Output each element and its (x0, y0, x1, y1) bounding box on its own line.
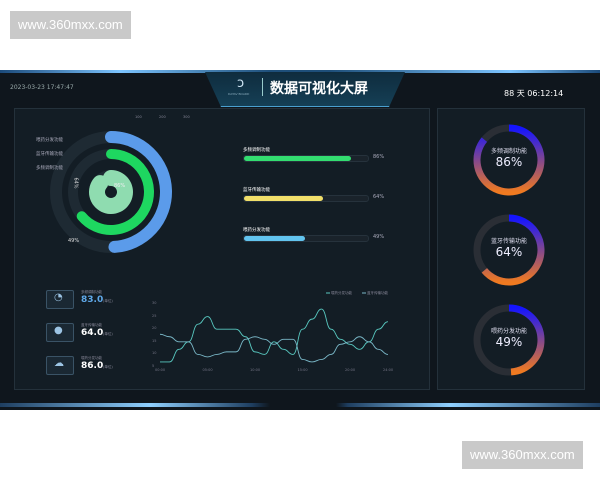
watermark: www.360mxx.com (462, 441, 583, 469)
x-tick-label: 24:00 (383, 368, 394, 372)
bar-value: 86% (373, 154, 385, 160)
datetime: 2023-03-23 17:47:47 (10, 84, 74, 91)
gauge-charts (473, 124, 545, 376)
radial-bar (76, 149, 154, 235)
card-icon-box (46, 323, 74, 342)
card-unit: (单位) (103, 299, 113, 303)
y-tick-label: 15 (152, 338, 157, 343)
uptime: 88 天 06:12:14 (504, 89, 564, 98)
watermark: www.360mxx.com (10, 11, 131, 39)
footer-glow (0, 403, 600, 407)
bar-fill (244, 236, 305, 241)
gauge-value: 86% (495, 155, 523, 169)
bar-value: 49% (373, 234, 385, 240)
y-tick-label: 5 (152, 364, 155, 368)
card-value: 64.0 (81, 328, 104, 338)
x-tick-label: 00:00 (155, 368, 166, 372)
logo-text: DATAV BOARD (228, 92, 250, 96)
right-panel (437, 108, 585, 390)
line-series (159, 308, 389, 363)
x-tick-label: 20:00 (345, 368, 356, 372)
radial-value-label: 64% (72, 177, 79, 189)
gauge-label: 蓝牙传输功能 (490, 238, 527, 245)
y-tick-label: 25 (152, 313, 157, 318)
card-label: 多频调制功能 (81, 290, 102, 294)
bar-track (243, 195, 369, 202)
gauge-arc (481, 214, 545, 286)
legend-item: 200 (159, 115, 166, 119)
header-glow (0, 70, 600, 73)
dashboard-screen: ↄ DATAV BOARD 数据可视化大屏 2023-03-23 17:47:4… (0, 70, 600, 410)
gauge-arc (473, 124, 545, 196)
radial-bar (105, 131, 172, 253)
card-icon-box (46, 356, 74, 375)
legend-label: 喂药分发功能 (331, 291, 352, 295)
gauge-value: 49% (495, 335, 523, 349)
radial-bar-chart (50, 131, 172, 253)
cloud-icon: ☁ (54, 358, 64, 369)
gauge-icon: ◔ (54, 292, 63, 303)
y-tick-label: 10 (152, 351, 157, 356)
card-label: 喂药分发功能 (81, 356, 102, 360)
legend-item: 100 (135, 115, 142, 119)
bar-label: 喂药分发功能 (243, 228, 270, 233)
legend-label: 蓝牙传输功能 (367, 291, 388, 295)
bar-track (243, 235, 369, 242)
line-series (159, 333, 389, 363)
radial-label: 蓝牙传输功能 (36, 152, 63, 157)
radial-value-label: 86% (114, 183, 126, 189)
logo-icon: ↄ (237, 76, 245, 91)
card-unit: (单位) (103, 365, 113, 369)
x-tick-label: 05:00 (202, 368, 213, 372)
bar-fill (244, 196, 324, 201)
card-icon-box (46, 290, 74, 309)
bar-label: 蓝牙传输功能 (243, 188, 270, 193)
page-title: 数据可视化大屏 (270, 81, 368, 97)
card-value: 83.0 (81, 295, 104, 305)
x-tick-label: 15:00 (297, 368, 308, 372)
card-unit: (单位) (103, 332, 113, 336)
bar-value: 64% (373, 194, 385, 200)
radial-bar (89, 170, 133, 214)
gauge-label: 喂药分发功能 (490, 328, 527, 335)
radial-label: 多频调制功能 (36, 166, 63, 171)
card-label: 蓝牙传输功能 (81, 323, 102, 327)
gauge-label: 多频调制功能 (490, 148, 527, 155)
radial-label: 喂药分发功能 (36, 138, 63, 143)
card-value: 86.0 (81, 361, 104, 371)
y-tick-label: 20 (152, 326, 157, 331)
gauge-value: 64% (495, 245, 523, 259)
title-banner (205, 72, 405, 107)
radial-value-label: 49% (68, 238, 80, 244)
gauge-arc (508, 304, 545, 376)
y-tick-label: 30 (152, 301, 157, 305)
x-tick-label: 10:00 (250, 368, 261, 372)
bar-track (243, 155, 369, 162)
line-chart (159, 292, 389, 363)
bulb-icon: ● (54, 325, 63, 336)
bar-fill (244, 156, 351, 161)
legend-item: 300 (183, 115, 190, 119)
bar-label: 多频调制功能 (243, 148, 270, 153)
